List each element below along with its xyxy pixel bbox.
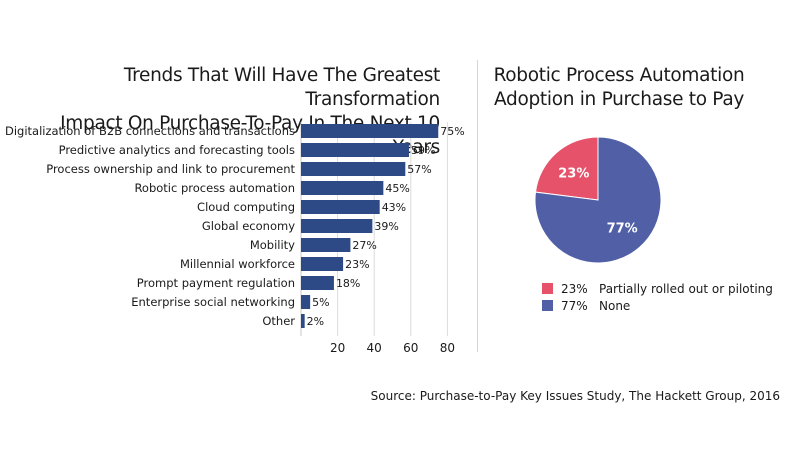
category-label: Other	[262, 314, 295, 328]
x-tick-label: 40	[367, 341, 382, 355]
pie-slice-label-none: 77%	[607, 221, 638, 236]
bar	[301, 143, 409, 157]
category-label: Millennial workforce	[180, 257, 295, 271]
legend-item-partially-rolled-out: 23% Partially rolled out or piloting	[542, 282, 773, 296]
category-label: Robotic process automation	[134, 181, 295, 195]
pie-chart-title-line-1: Robotic Process Automation	[493, 65, 745, 86]
bar-chart-title: Trends That Will Have The Greatest Trans…	[18, 64, 440, 160]
legend-item-none: 77% None	[542, 299, 630, 313]
bar	[301, 219, 373, 233]
pie-chart-title: Robotic Process Automation Adoption in P…	[484, 64, 754, 112]
bar-value-label: 5%	[312, 296, 329, 309]
bar-value-label: 43%	[382, 201, 406, 214]
bar	[301, 162, 406, 176]
legend-swatch	[542, 300, 553, 311]
category-label: Predictive analytics and forecasting too…	[59, 143, 295, 157]
category-label: Global economy	[202, 219, 295, 233]
pie-slice-label-partially-rolled-out: 23%	[558, 167, 589, 182]
bar-value-label: 23%	[345, 258, 369, 271]
bar-value-label: 57%	[407, 163, 431, 176]
bar	[301, 181, 384, 195]
bar-value-label: 2%	[307, 315, 324, 328]
bar	[301, 314, 305, 328]
bar	[301, 124, 439, 138]
category-label: Cloud computing	[197, 200, 295, 214]
bar	[301, 238, 351, 252]
bar-value-label: 75%	[440, 125, 464, 138]
pie-chart-title-line-2: Adoption in Purchase to Pay	[493, 89, 745, 110]
category-label: Process ownership and link to procuremen…	[46, 162, 295, 176]
bar-value-label: 45%	[385, 182, 409, 195]
bar-value-label: 27%	[352, 239, 376, 252]
bar	[301, 276, 334, 290]
legend-value: 23%	[561, 282, 588, 296]
bar-value-label: 18%	[336, 277, 360, 290]
x-tick-label: 20	[330, 341, 345, 355]
bar	[301, 200, 380, 214]
legend-label: Partially rolled out or piloting	[599, 282, 773, 296]
category-label: Enterprise social networking	[131, 295, 295, 309]
bar-value-label: 39%	[374, 220, 398, 233]
category-label: Mobility	[250, 238, 295, 252]
x-tick-label: 80	[440, 341, 455, 355]
bar-value-label: 59%	[411, 144, 435, 157]
source-note: Source: Purchase-to-Pay Key Issues Study…	[370, 389, 780, 403]
legend-swatch	[542, 283, 553, 294]
category-label: Digitalization of B2B connections and tr…	[5, 124, 295, 138]
bar	[301, 257, 344, 271]
bar-chart-title-line-1: Trends That Will Have The Greatest Trans…	[123, 65, 440, 110]
legend-label: None	[599, 299, 630, 313]
pie-slice-partially-rolled-out	[534, 136, 599, 201]
panel-divider	[477, 60, 478, 352]
category-label: Prompt payment regulation	[137, 276, 295, 290]
x-tick-label: 60	[403, 341, 418, 355]
pie-slice-none	[534, 136, 662, 264]
bar	[301, 295, 311, 309]
legend-value: 77%	[561, 299, 588, 313]
